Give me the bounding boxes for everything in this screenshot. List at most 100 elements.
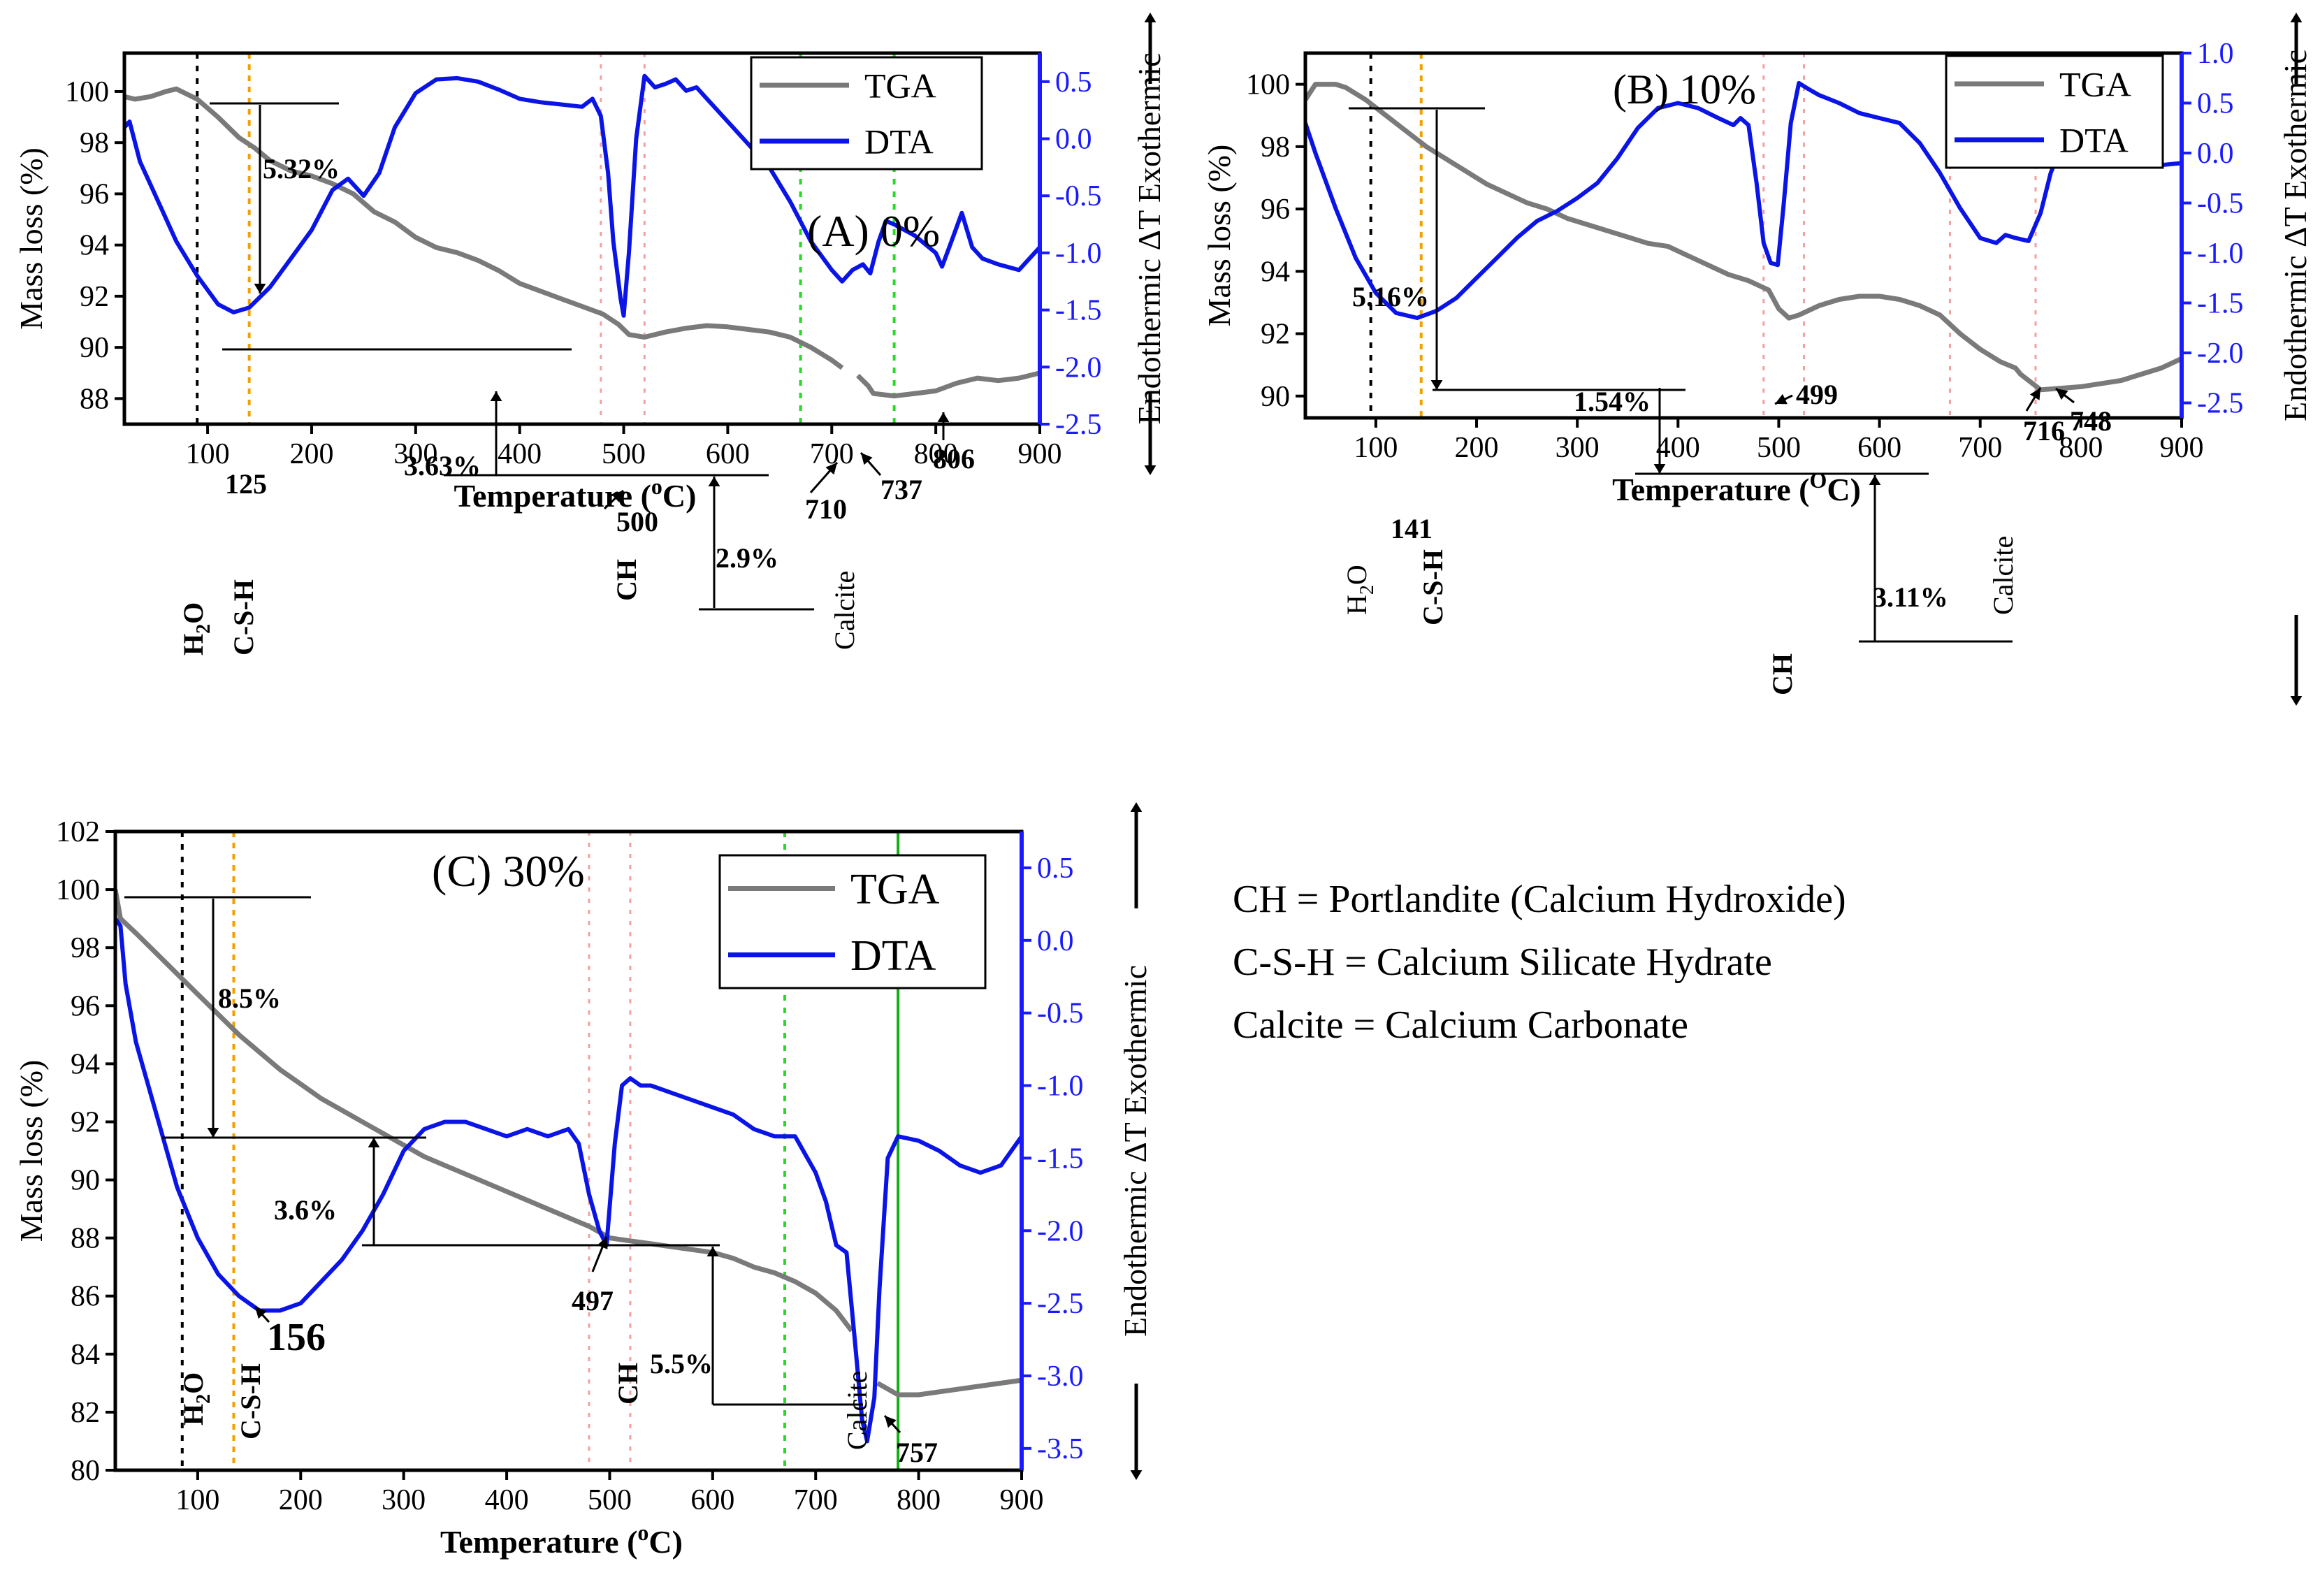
y-axis-title-left: Mass loss (%) xyxy=(1201,145,1237,327)
legend-note-calcite: Calcite = Calcium Carbonate xyxy=(1233,1003,1689,1047)
x-axis-title-sup: o xyxy=(637,1520,648,1545)
legend-label-dta: DTA xyxy=(850,932,936,980)
loss-arrow-3-head xyxy=(706,1247,719,1256)
band-label-h2o-o: O xyxy=(177,602,209,624)
band-label-ch: CH xyxy=(612,1363,644,1405)
peak-label-141: 141 xyxy=(1391,513,1433,544)
band-label-h2o-sub: 2 xyxy=(193,624,215,634)
percent-label-2: 3.63% xyxy=(404,450,481,481)
y-axis-title-left: Mass loss (%) xyxy=(13,147,49,330)
y-tick-label-right: -1.5 xyxy=(1055,295,1102,327)
peak-arrow-499-head xyxy=(1775,393,1788,405)
x-tick-label: 600 xyxy=(1857,432,1901,464)
percent-label-1: 5.32% xyxy=(263,153,340,184)
percent-label-3: 5.5% xyxy=(650,1348,713,1379)
y-tick-label-right: -1.0 xyxy=(1037,1071,1084,1103)
x-tick-label: 200 xyxy=(289,438,333,470)
band-label-csh: C-S-H xyxy=(235,1363,266,1439)
y-tick-label-left: 90 xyxy=(71,1165,100,1197)
y-tick-label-left: 92 xyxy=(80,281,109,313)
series-line-tga xyxy=(124,86,1040,399)
y-tick-label-right: 0.5 xyxy=(1055,66,1092,99)
y-tick-label-right: -0.5 xyxy=(2197,188,2244,220)
y-tick-label-right: 0.5 xyxy=(1037,853,1074,885)
y-tick-label-right: -1.0 xyxy=(2197,238,2244,270)
y-tick-label-right: -2.0 xyxy=(2197,338,2244,370)
peak-label-125: 125 xyxy=(225,468,267,500)
x-tick-label: 200 xyxy=(1455,432,1499,464)
y-tick-label-right: -2.0 xyxy=(1055,351,1102,384)
y-tick-label-left: 100 xyxy=(56,874,100,906)
peak-label-710: 710 xyxy=(805,493,847,525)
band-label-calcite: Calcite xyxy=(841,1371,873,1450)
legend-label-tga: TGA xyxy=(864,66,936,106)
x-tick-label: 100 xyxy=(186,438,230,470)
y-tick-label-right: -2.5 xyxy=(2197,388,2244,420)
band-label-ch: CH xyxy=(611,559,642,601)
x-tick-label: 400 xyxy=(498,438,542,470)
x-axis-title-end: C) xyxy=(1827,472,1861,507)
loss-arrow-2-head xyxy=(1653,464,1666,474)
peak-label-748: 748 xyxy=(2070,405,2112,437)
peak-arrow-757-head xyxy=(885,1416,897,1428)
x-axis-title: Temperature (oC) xyxy=(440,1520,683,1560)
loss-arrow-1-head xyxy=(1430,380,1443,390)
x-tick-label: 100 xyxy=(175,1484,219,1516)
band-label-h2o-o: O xyxy=(1341,565,1372,585)
x-tick-label: 100 xyxy=(1354,432,1398,464)
y-tick-label-left: 102 xyxy=(56,816,100,848)
y-tick-label-left: 84 xyxy=(71,1339,100,1371)
peak-label-806: 806 xyxy=(933,443,975,474)
x-tick-label: 800 xyxy=(897,1484,941,1516)
y-tick-label-right: 1.0 xyxy=(2197,38,2234,70)
y-tick-label-left: 94 xyxy=(80,230,109,262)
endo-arrow-head xyxy=(1130,1470,1143,1480)
y-tick-label-right: -1.5 xyxy=(2197,288,2244,320)
peak-arrow-156-head xyxy=(255,1307,267,1319)
peak-arrow-500-head xyxy=(611,491,623,502)
y-tick-label-left: 80 xyxy=(71,1455,100,1487)
panel-C: 100 200 300 400 500 600 700 800 900 80 82 84 86 88 90 9… xyxy=(13,802,1153,1560)
y-tick-label-right: -2.5 xyxy=(1037,1288,1084,1320)
band-label-h2o-sub: 2 xyxy=(1356,585,1378,595)
x-axis-title-end: C) xyxy=(648,1524,683,1560)
peak-label-500: 500 xyxy=(616,506,658,537)
percent-label-1: 8.5% xyxy=(218,982,281,1014)
band-label-h2o-h: H xyxy=(177,634,209,655)
percent-label-3: 3.11% xyxy=(1873,581,1948,613)
legend-label-dta: DTA xyxy=(864,122,934,161)
y-tick-label-right: 0.0 xyxy=(2197,138,2234,170)
y-tick-label-left: 96 xyxy=(1261,194,1290,226)
loss-arrow-3-head xyxy=(1869,475,1881,485)
legend-note-csh: C-S-H = Calcium Silicate Hydrate xyxy=(1233,941,1772,984)
y-tick-label-left: 92 xyxy=(1261,319,1290,351)
x-tick-label: 700 xyxy=(794,1484,838,1516)
band-label-calcite: Calcite xyxy=(829,571,860,650)
band-label-h2o-h: H xyxy=(177,1404,209,1425)
y-tick-label-left: 98 xyxy=(80,127,109,159)
x-tick-label: 700 xyxy=(1958,432,2002,464)
x-axis-title-main: Temperature ( xyxy=(440,1524,637,1560)
y-tick-label-right: -1.5 xyxy=(1037,1142,1084,1175)
x-axis-title-main: Temperature ( xyxy=(1612,472,1809,507)
endo-arrow-head xyxy=(2290,696,2303,706)
loss-arrow-1-head xyxy=(254,284,266,293)
peak-label-497: 497 xyxy=(572,1285,614,1316)
y-tick-label-left: 96 xyxy=(80,178,109,210)
panel-title: (A) 0% xyxy=(807,206,940,256)
y-axis-title-left: Mass loss (%) xyxy=(13,1060,49,1242)
band-label-calcite: Calcite xyxy=(1987,536,2019,615)
x-axis-title: Temperature (oC) xyxy=(454,474,697,514)
peak-label-757: 757 xyxy=(896,1437,938,1468)
y-tick-label-left: 90 xyxy=(80,332,109,364)
peak-arrow-748-head xyxy=(2056,389,2068,400)
peak-arrow-737-head xyxy=(861,453,873,465)
x-tick-label: 800 xyxy=(2059,432,2103,464)
y-tick-label-right: -3.0 xyxy=(1037,1361,1084,1393)
x-tick-label: 900 xyxy=(2160,432,2204,464)
y-axis-title-right: Endothermic ΔT Exothermic xyxy=(2277,50,2313,421)
x-axis-title-sup: o xyxy=(651,474,662,499)
peak-arrow-806-head xyxy=(937,412,950,422)
band-label-h2o-o: O xyxy=(177,1372,209,1394)
loss-arrow-2-head xyxy=(368,1138,380,1147)
